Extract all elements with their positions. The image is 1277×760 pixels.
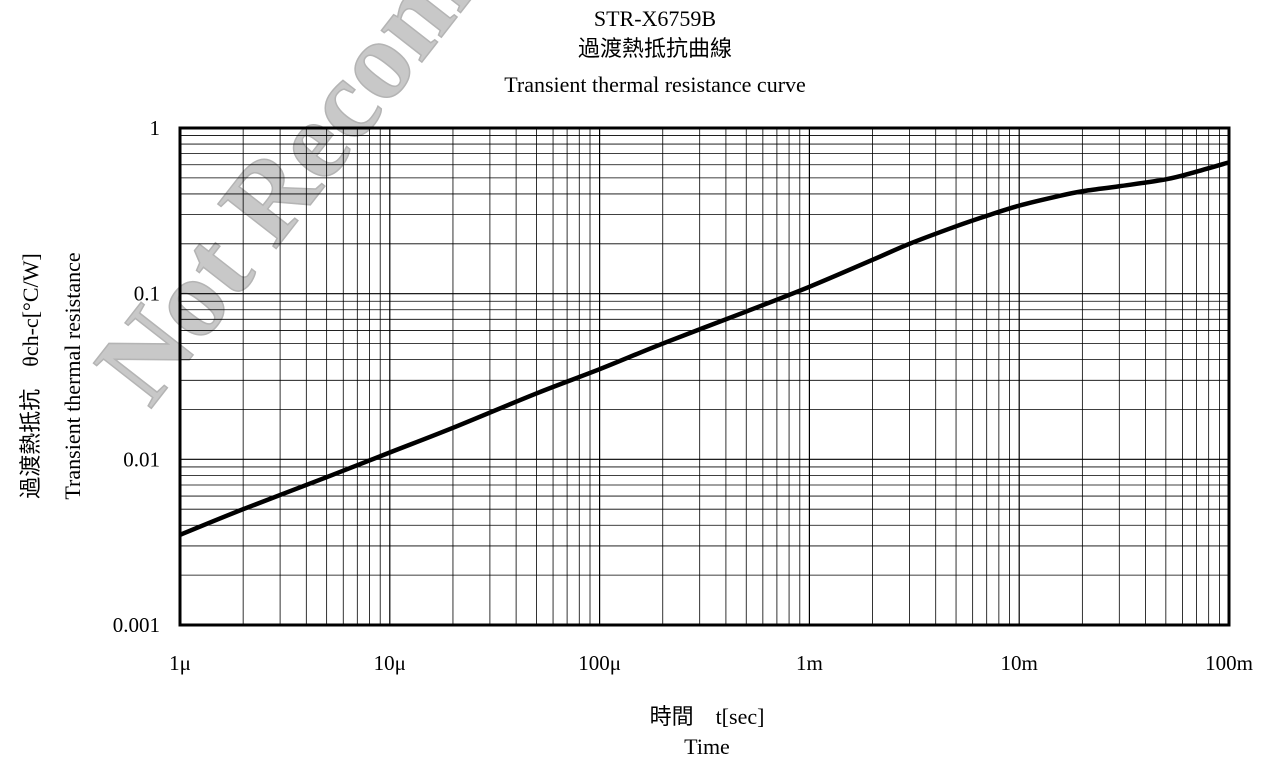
x-tick-label: 100μ	[578, 651, 621, 675]
grid	[180, 128, 1229, 625]
y-tick-label: 0.001	[113, 613, 160, 637]
x-tick-label: 1m	[796, 651, 823, 675]
chart-title-line: STR-X6759B	[594, 6, 716, 31]
y-tick-label: 0.1	[134, 282, 160, 306]
y-tick-label: 1	[150, 116, 161, 140]
y-axis-title: 過渡熱抵抗 θch-c[°C/W]	[18, 253, 43, 498]
y-axis-title: Transient thermal resistance	[60, 252, 85, 499]
x-axis-title: Time	[684, 734, 730, 759]
chart-title-line: 過渡熱抵抗曲線	[578, 36, 732, 61]
x-tick-label: 1μ	[169, 651, 191, 675]
plot-frame	[178, 126, 1231, 627]
series-line-0	[179, 160, 1230, 537]
chart-title-line: Transient thermal resistance curve	[504, 72, 806, 97]
x-axis-title: 時間 t[sec]	[650, 704, 765, 729]
x-tick-label: 100m	[1205, 651, 1253, 675]
y-tick-label: 0.01	[123, 447, 160, 471]
x-tick-label: 10μ	[374, 651, 406, 675]
x-tick-label: 10m	[1001, 651, 1038, 675]
watermark: Not Recommended	[72, 0, 731, 425]
